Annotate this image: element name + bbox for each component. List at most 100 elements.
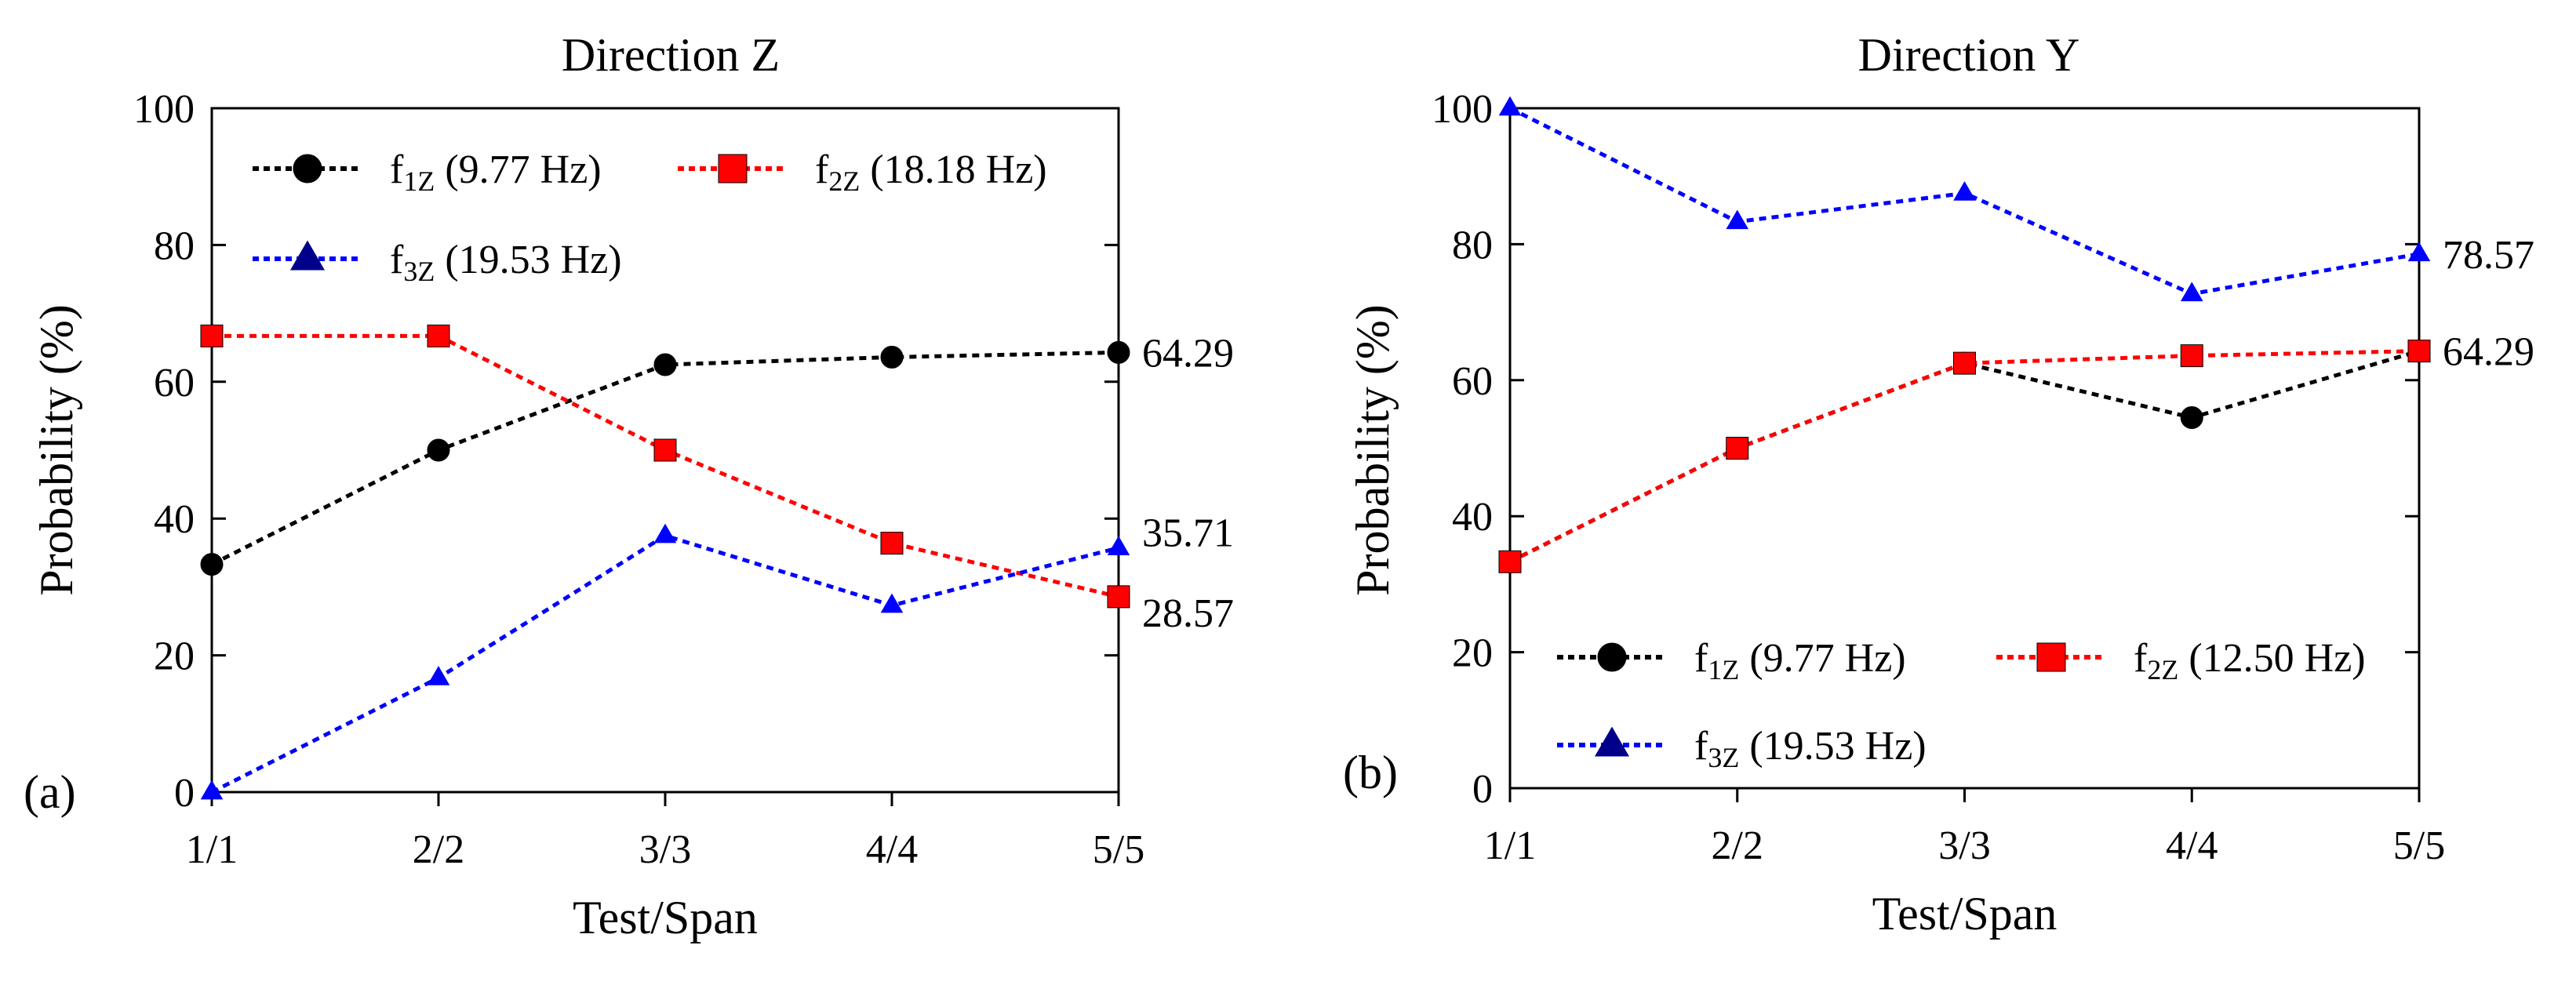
legend-item: f2Z (12.50 Hz) [1996,636,2366,685]
legend-label-rest: (9.77 Hz) [1739,636,1905,681]
data-point [1498,96,1522,116]
series-3: 78.57 [1498,96,2534,302]
legend-label-subscript: 1Z [1708,654,1739,685]
data-point [2180,282,2203,302]
y-tick-label: 60 [1452,359,1493,404]
data-point [880,593,904,613]
x-axis-label: Test/Span [573,892,758,943]
legend-item: f1Z (9.77 Hz) [1557,636,1906,685]
legend-label-main: f [1694,724,1708,769]
y-tick-label: 80 [1452,223,1493,267]
legend-marker [2036,642,2066,672]
y-tick-label: 100 [133,87,195,132]
y-tick-label: 20 [154,634,195,679]
legend-label-main: f [390,147,404,192]
y-tick-label: 40 [154,497,195,542]
legend-label-rest: (12.50 Hz) [2178,636,2365,681]
panel-direction-y: Direction Y 0 20 40 60 80 100 1/1 2/2 3/3 4/4 5/5 Te… [1343,29,2534,940]
data-point [653,523,677,543]
legend-label-subscript: 3Z [403,256,435,287]
chart-title: Direction Z [562,29,780,81]
legend-marker [718,154,748,184]
x-axis-label: Test/Span [1872,888,2058,940]
y-tick-label: 20 [1452,631,1493,676]
data-point [2180,344,2203,368]
x-tick-label: 4/4 [2166,823,2218,868]
legend-marker [293,154,322,184]
legend-label-subscript: 2Z [828,165,860,197]
data-point [2407,242,2431,262]
series-1: 64.29 [1498,330,2534,573]
data-point [1953,351,1976,375]
y-tick-label: 0 [1472,767,1493,812]
end-value-label: 35.71 [1142,511,1234,556]
legend-label-rest: (19.53 Hz) [1739,724,1926,769]
y-tick-label: 80 [154,224,195,268]
legend-label-rest: (19.53 Hz) [435,238,621,282]
legend-item: f1Z (9.77 Hz) [253,147,602,197]
legend-label-subscript: 3Z [1708,742,1739,773]
legend-label: f3Z (19.53 Hz) [390,238,622,287]
x-tick-label: 2/2 [1712,823,1763,868]
data-point [200,324,224,347]
data-point [653,353,677,376]
legend-marker [1595,726,1629,757]
legend-item: f3Z (19.53 Hz) [253,238,622,287]
series-line [1508,349,2420,564]
x-tick-label: 5/5 [2393,823,2445,868]
data-point [200,780,224,800]
x-tick-label: 1/1 [186,827,238,872]
data-point [1107,536,1130,555]
series-line [210,533,1119,794]
data-point [880,345,904,369]
x-tick-label: 1/1 [1484,823,1536,868]
legend-marker [290,240,325,271]
legend-label: f1Z (9.77 Hz) [1694,636,1906,685]
end-value-label: 78.57 [2443,233,2534,278]
end-value-label: 28.57 [1142,591,1234,636]
legend-label: f1Z (9.77 Hz) [390,147,602,197]
data-point [1726,437,1749,460]
legend-label-rest: (9.77 Hz) [435,147,601,192]
y-tick-label: 100 [1432,87,1493,132]
legend-item: f2Z (18.18 Hz) [678,147,1047,197]
data-point [200,553,224,576]
legend-marker [1597,642,1627,672]
data-point [427,324,450,347]
data-point [427,438,450,462]
legend-label-main: f [390,238,404,282]
series-3: 35.71 [200,511,1234,800]
series-line [1508,349,2420,564]
series-1: 64.29 [200,331,1234,576]
y-axis-label: Probability (%) [1347,304,1399,596]
legend-label-main: f [2134,636,2148,681]
series-2 [1498,340,2431,573]
data-point [1498,550,1522,573]
data-point [1726,209,1749,230]
data-point [653,438,677,462]
data-point [1953,181,1976,201]
data-point [1107,585,1130,609]
y-tick-label: 40 [1452,495,1493,540]
legend-label-subscript: 2Z [2147,654,2178,685]
data-point [1107,340,1130,364]
y-tick-label: 60 [154,361,195,405]
legend-item: f3Z (19.53 Hz) [1557,724,1927,773]
data-point [2180,405,2203,429]
legend-label-main: f [1694,636,1708,681]
legend-label-subscript: 1Z [403,165,435,197]
data-point [880,532,904,555]
panel-direction-z: Direction Z 0 20 40 60 80 100 1/1 2/2 3/3 4/4 5/5 Te… [24,29,1234,943]
y-tick-label: 0 [174,771,195,816]
legend-label: f2Z (12.50 Hz) [2134,636,2366,685]
x-tick-label: 4/4 [866,827,918,872]
x-tick-label: 2/2 [413,827,464,872]
legend-label-rest: (18.18 Hz) [860,147,1046,192]
chart-title: Direction Y [1858,29,2080,81]
data-point [2407,340,2431,363]
panel-label: (b) [1343,747,1398,798]
legend-label: f2Z (18.18 Hz) [815,147,1047,197]
legend-label-main: f [815,147,829,192]
series-line [1508,106,2420,296]
